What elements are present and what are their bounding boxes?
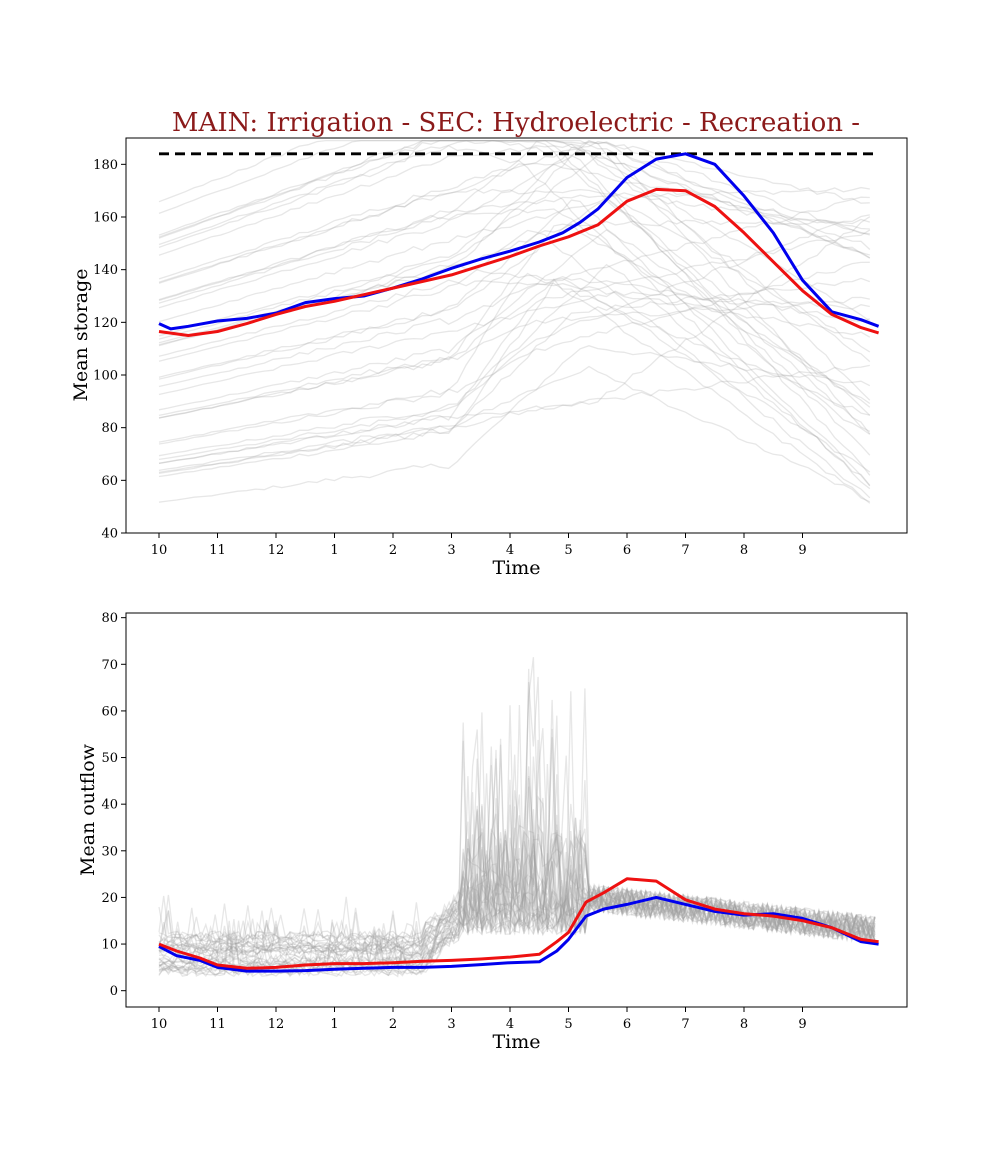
- plot-frame: [125, 612, 908, 1008]
- y-tick-label: 120: [93, 316, 118, 331]
- x-tick-label: 9: [798, 543, 806, 558]
- red-series-line: [158, 187, 880, 337]
- red-series-line: [158, 877, 879, 970]
- x-tick-label: 6: [623, 1017, 631, 1032]
- x-tick-label: 7: [681, 543, 689, 558]
- y-tick-label: 80: [101, 421, 118, 436]
- x-tick-label: 2: [389, 1017, 397, 1032]
- x-tick-label: 1: [330, 1017, 338, 1032]
- x-tick-label: 3: [447, 543, 455, 558]
- y-tick-label: 0: [110, 984, 118, 999]
- y-tick-label: 40: [101, 527, 118, 542]
- y-tick-label: 80: [101, 611, 118, 626]
- plot-frame: [125, 137, 908, 534]
- y-tick-label: 140: [93, 263, 118, 278]
- y-tick-label: 20: [101, 891, 118, 906]
- blue-series-line: [158, 152, 880, 331]
- x-tick-label: 6: [623, 543, 631, 558]
- x-tick-label: 10: [151, 1017, 168, 1032]
- y-tick-label: 50: [101, 751, 118, 766]
- y-tick-label: 40: [101, 798, 118, 813]
- figure-title: MAIN: Irrigation - SEC: Hydroelectric - …: [172, 108, 860, 138]
- x-tick-label: 8: [740, 1017, 748, 1032]
- x-tick-label: 4: [506, 543, 514, 558]
- x-tick-label: 7: [681, 1017, 689, 1032]
- y-tick-label: 160: [93, 211, 118, 226]
- plot-area: [158, 139, 880, 504]
- plot-area: [158, 657, 879, 978]
- x-tick-label: 12: [268, 1017, 285, 1032]
- x-axis-label: Time: [492, 1031, 540, 1053]
- x-tick-label: 11: [209, 543, 226, 558]
- y-axis-label: Mean outflow: [77, 743, 99, 876]
- x-tick-label: 8: [740, 543, 748, 558]
- ensemble-traces: [158, 139, 871, 504]
- y-tick-label: 30: [101, 844, 118, 859]
- storage-panel: 10 11 12 1 2 3 4 5 6 7 8 9406080100120140160180Time…: [70, 137, 908, 579]
- x-tick-label: 2: [389, 543, 397, 558]
- x-tick-label: 4: [506, 1017, 514, 1032]
- x-tick-label: 10: [151, 543, 168, 558]
- y-tick-label: 10: [101, 938, 118, 953]
- x-tick-label: 1: [330, 543, 338, 558]
- x-tick-label: 5: [564, 1017, 572, 1032]
- x-tick-label: 9: [798, 1017, 806, 1032]
- y-tick-label: 60: [101, 474, 118, 489]
- y-tick-label: 60: [101, 704, 118, 719]
- x-tick-label: 12: [268, 543, 285, 558]
- y-tick-label: 180: [93, 158, 118, 173]
- y-tick-label: 70: [101, 658, 118, 673]
- outflow-panel: 10 11 12 1 2 3 4 5 6 7 8 901020304050607080TimeMean…: [77, 611, 908, 1053]
- x-tick-label: 11: [209, 1017, 226, 1032]
- y-tick-label: 100: [93, 369, 118, 384]
- y-axis-label: Mean storage: [70, 269, 92, 402]
- x-axis-label: Time: [492, 557, 540, 579]
- x-tick-label: 5: [564, 543, 572, 558]
- ensemble-traces: [158, 657, 876, 978]
- x-tick-label: 3: [447, 1017, 455, 1032]
